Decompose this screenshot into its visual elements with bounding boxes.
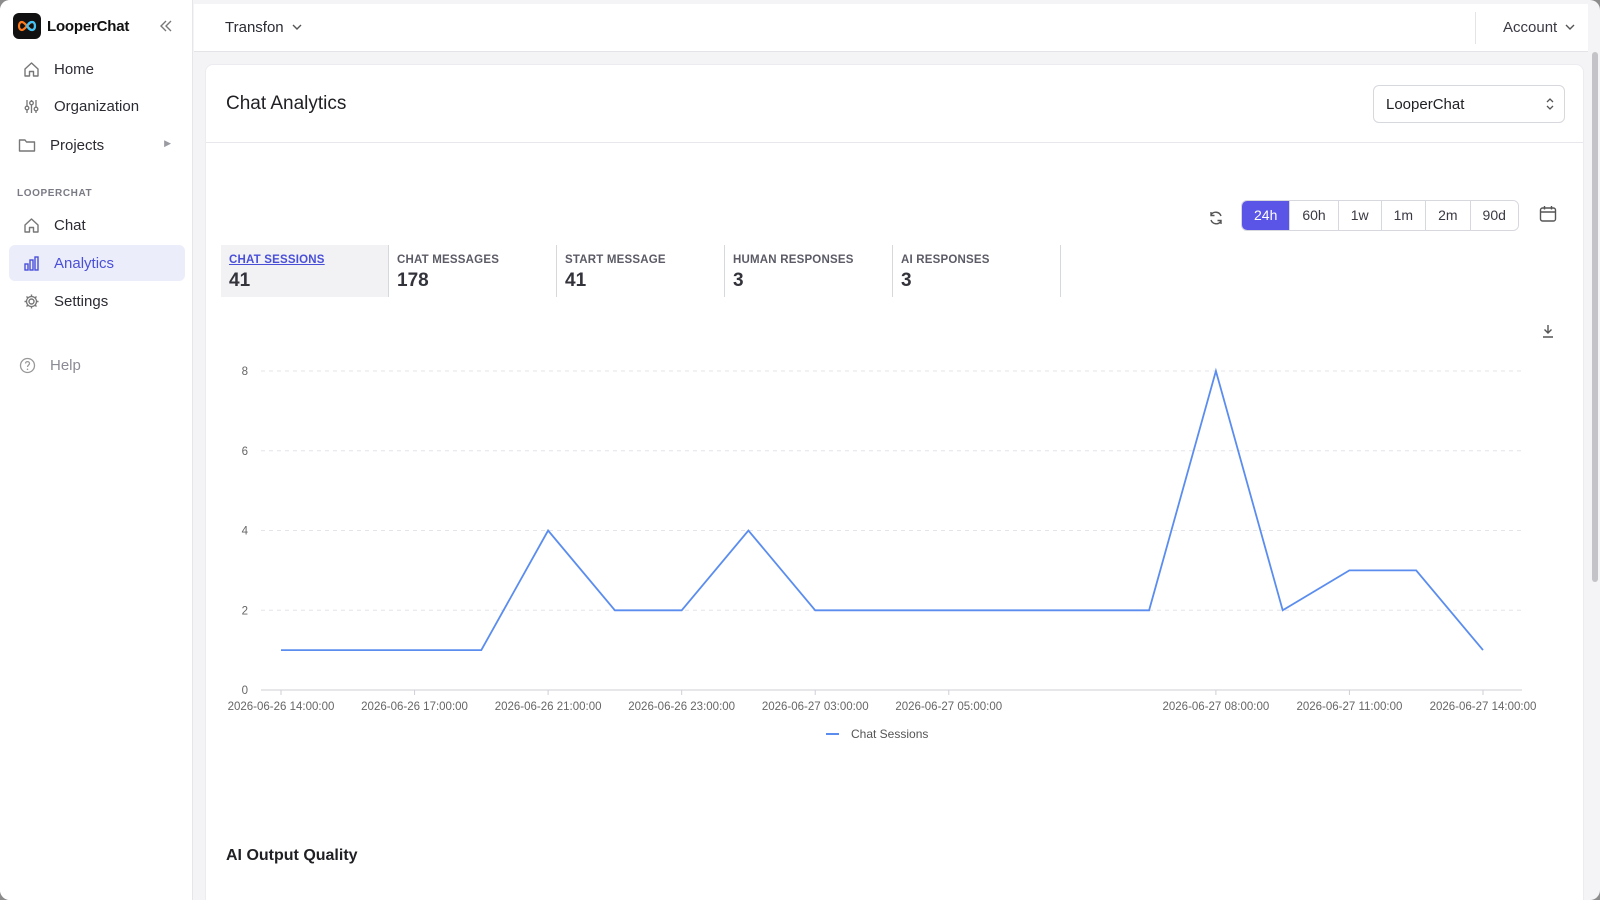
stat-label: CHAT MESSAGES: [397, 254, 500, 266]
home-icon: [22, 216, 40, 234]
help-icon: [18, 356, 36, 374]
x-tick-label: 2026-06-26 17:00:00: [361, 701, 468, 713]
home-icon: [22, 60, 40, 78]
scrollbar[interactable]: [1592, 52, 1598, 582]
y-tick-label: 8: [242, 366, 248, 378]
range-24h-button[interactable]: 24h: [1242, 201, 1291, 230]
gear-icon: [22, 292, 40, 310]
project-select[interactable]: LooperChat: [1373, 85, 1565, 123]
sidebar-item-home[interactable]: Home: [9, 51, 185, 87]
sliders-icon: [22, 97, 40, 115]
stat-tab-ai-responses[interactable]: AI RESPONSES 3: [893, 245, 1061, 297]
chat-sessions-line-chart: 0 2 4 6 8 2026-06-26 14:00:00 2026-06-26 17:00…: [228, 366, 1537, 741]
sidebar-item-label: Settings: [54, 292, 109, 310]
stat-label: START MESSAGE: [565, 254, 666, 266]
stat-value: 178: [397, 270, 429, 291]
stat-label: HUMAN RESPONSES: [733, 254, 854, 266]
sidebar-item-label: Chat: [54, 216, 86, 234]
section-label: LOOPERCHAT: [17, 188, 93, 199]
sidebar: LooperChat Home Organization Projects ▶ …: [0, 0, 193, 900]
sidebar-item-analytics[interactable]: Analytics: [9, 245, 185, 281]
collapse-sidebar-icon[interactable]: [157, 17, 175, 35]
stat-value: 3: [733, 270, 744, 291]
calendar-icon[interactable]: [1538, 204, 1558, 224]
chevron-down-icon: [292, 24, 302, 30]
range-1w-button[interactable]: 1w: [1338, 201, 1382, 230]
refresh-icon[interactable]: [1206, 208, 1226, 228]
sidebar-item-label: Organization: [54, 97, 140, 115]
stat-value: 41: [229, 270, 251, 291]
y-tick-label: 4: [242, 526, 249, 538]
y-tick-label: 6: [242, 446, 248, 458]
range-2m-button[interactable]: 2m: [1426, 201, 1471, 230]
x-tick-label: 2026-06-26 21:00:00: [495, 701, 602, 713]
sidebar-item-label: Projects: [50, 136, 105, 154]
time-range-group: 24h 60h 1w 1m 2m 90d: [1241, 200, 1519, 231]
y-tick-label: 2: [242, 605, 248, 617]
brand[interactable]: LooperChat: [13, 13, 129, 39]
x-tick-label: 2026-06-27 05:00:00: [895, 701, 1002, 713]
x-tick-label: 2026-06-26 14:00:00: [228, 701, 335, 713]
sidebar-item-label: Analytics: [54, 254, 115, 272]
sidebar-item-label: Home: [54, 60, 95, 78]
help-label: Help: [50, 356, 81, 374]
stat-tab-chat-messages[interactable]: CHAT MESSAGES 178: [389, 245, 557, 297]
y-tick-label: 0: [242, 685, 248, 697]
folder-icon: [18, 136, 36, 154]
infinity-logo: [13, 13, 41, 39]
legend-label: Chat Sessions: [851, 727, 928, 741]
range-90d-button[interactable]: 90d: [1470, 201, 1518, 230]
org-selector[interactable]: Transfon: [225, 19, 302, 36]
sidebar-item-projects[interactable]: Projects ▶: [9, 127, 185, 163]
org-name: Transfon: [225, 19, 284, 36]
x-tick-label: 2026-06-27 11:00:00: [1296, 701, 1402, 713]
series-line-chat-sessions: [281, 367, 1484, 652]
x-tick-label: 2026-06-27 08:00:00: [1162, 701, 1269, 713]
stat-tab-human-responses[interactable]: HUMAN RESPONSES 3: [725, 245, 893, 297]
account-label: Account: [1503, 19, 1558, 36]
sidebar-item-settings[interactable]: Settings: [9, 283, 185, 319]
stat-label: CHAT SESSIONS: [229, 254, 325, 266]
download-icon[interactable]: [1541, 324, 1557, 340]
range-1m-button[interactable]: 1m: [1381, 201, 1427, 230]
section-title: AI Output Quality: [226, 847, 358, 864]
analytics-card: Chat Analytics LooperChat 24h 60h 1w 1m …: [205, 64, 1584, 900]
sidebar-item-help[interactable]: Help: [9, 347, 185, 383]
x-tick-label: 2026-06-26 23:00:00: [628, 701, 735, 713]
chevron-down-icon: [1565, 24, 1575, 30]
sidebar-item-organization[interactable]: Organization: [9, 88, 185, 124]
sidebar-item-chat[interactable]: Chat: [9, 207, 185, 243]
stat-tab-chat-sessions[interactable]: CHAT SESSIONS 41: [221, 245, 389, 297]
x-tick-label: 2026-06-27 03:00:00: [762, 701, 869, 713]
project-select-value: LooperChat: [1386, 96, 1465, 113]
divider: [1475, 12, 1476, 44]
brand-name: LooperChat: [47, 17, 130, 35]
page-title: Chat Analytics: [226, 93, 347, 114]
account-menu[interactable]: Account: [1503, 19, 1575, 36]
stat-label: AI RESPONSES: [901, 254, 990, 266]
range-60h-button[interactable]: 60h: [1290, 201, 1339, 230]
updown-chevron-icon: [1546, 98, 1554, 110]
card-header: Chat Analytics LooperChat: [206, 65, 1583, 143]
x-tick-label: 2026-06-27 14:00:00: [1430, 701, 1537, 713]
bar-chart-icon: [22, 254, 40, 272]
stat-tab-start-message[interactable]: START MESSAGE 41: [557, 245, 725, 297]
stat-value: 3: [901, 270, 912, 291]
caret-right-icon: ▶: [164, 138, 171, 148]
stat-value: 41: [565, 270, 587, 291]
topbar: Transfon Account: [194, 4, 1588, 52]
